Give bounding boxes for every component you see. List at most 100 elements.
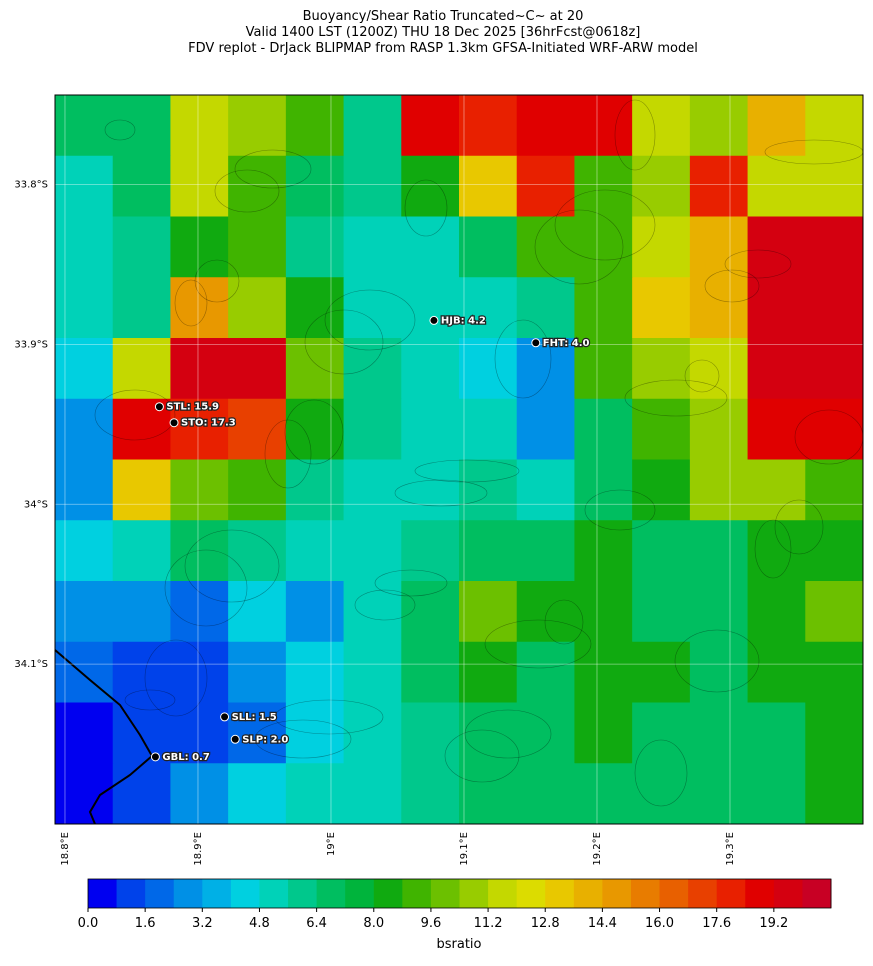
lat-tick-label: 33.8°S: [14, 180, 48, 191]
colorbar-swatch: [516, 879, 546, 908]
grid-cell: [55, 641, 114, 703]
grid-cell: [632, 338, 691, 400]
colorbar-swatch: [688, 879, 718, 908]
grid-cell: [689, 581, 749, 643]
grid-cell: [459, 155, 518, 217]
grid-cell: [228, 155, 287, 217]
grid-cell: [516, 277, 575, 339]
grid-cell: [285, 641, 345, 703]
contour: [414, 459, 520, 483]
colorbar-tick-label: 9.6: [421, 916, 442, 931]
contour: [464, 709, 552, 759]
grid-cell: [112, 216, 171, 278]
grid-cell: [574, 581, 633, 643]
contour: [484, 619, 592, 669]
grid-cell: [401, 581, 460, 643]
grid-cell: [343, 581, 402, 643]
grid-cell: [228, 398, 287, 460]
colorbar-tick-label: 16.0: [645, 916, 674, 931]
grid-cell: [574, 155, 633, 217]
grid-cell: [574, 95, 633, 157]
contour: [144, 639, 208, 717]
grid-cell: [459, 216, 518, 278]
colorbar-swatch: [802, 879, 832, 908]
grid-cell: [516, 520, 575, 582]
grid-cell: [285, 155, 345, 217]
grid-cell: [689, 277, 749, 339]
grid-cell: [285, 277, 345, 339]
grid-cell: [55, 398, 114, 460]
contour: [634, 739, 688, 807]
colorbar-tick-label: 11.2: [474, 916, 503, 931]
grid-cell: [747, 702, 806, 764]
contour: [174, 279, 208, 327]
contour: [724, 249, 792, 279]
grid-cell: [170, 155, 229, 217]
grid-cell: [689, 702, 749, 764]
grid-cell: [170, 95, 229, 157]
grid-cell: [170, 277, 229, 339]
contour: [404, 179, 448, 237]
station-marker: [169, 418, 179, 428]
grid-cell: [747, 520, 806, 582]
grid-cell: [228, 702, 287, 764]
grid-cell: [516, 338, 575, 400]
contour: [544, 599, 584, 645]
colorbar-swatch: [402, 879, 432, 908]
graticule: 18.8°E 18.9°E 19°E 19.1°E 19.2°E 19.3°E 33.8°S…: [14, 95, 863, 866]
lon-tick-label: 18.9°E: [193, 832, 204, 866]
grid-cell: [112, 581, 171, 643]
contour: [774, 499, 824, 555]
grid-cell: [112, 95, 171, 157]
grid-cell: [747, 277, 806, 339]
grid-cell: [632, 95, 691, 157]
colorbar-swatch: [373, 879, 403, 908]
station-label: GBL: 0.7: [162, 752, 209, 763]
title-line: Valid 1400 LST (1200Z) THU 18 Dec 2025 […: [246, 25, 641, 40]
grid-cell: [632, 155, 691, 217]
colorbar-tick-label: 17.6: [702, 916, 731, 931]
grid-cell: [55, 338, 114, 400]
grid-cell: [228, 338, 287, 400]
grid-cell: [459, 277, 518, 339]
grid-cell: [632, 520, 691, 582]
station-marker: [154, 402, 164, 412]
grid-cell: [516, 398, 575, 460]
grid-cell: [343, 459, 402, 521]
grid-cell: [747, 398, 806, 460]
grid-cell: [689, 459, 749, 521]
contour: [444, 729, 520, 783]
grid-cell: [689, 216, 749, 278]
contour: [674, 629, 760, 693]
contour: [184, 529, 280, 603]
grid-cell: [112, 763, 171, 825]
colorbar-swatch: [745, 879, 775, 908]
grid-cell: [632, 702, 691, 764]
grid-cell: [343, 702, 402, 764]
grid-cell: [401, 459, 460, 521]
grid-cell: [574, 398, 633, 460]
grid-cell: [689, 641, 749, 703]
contour: [284, 399, 344, 465]
colorbar-swatch: [716, 879, 746, 908]
grid-cell: [805, 216, 864, 278]
grid-cell: [632, 459, 691, 521]
colorbar-swatch: [602, 879, 632, 908]
lat-tick-label: 33.9°S: [14, 339, 48, 350]
contour: [754, 519, 792, 579]
grid-cell: [285, 702, 345, 764]
contour: [194, 259, 240, 303]
contour: [124, 689, 176, 711]
grid-cell: [747, 216, 806, 278]
grid-cell: [689, 95, 749, 157]
contour: [304, 309, 384, 375]
grid-cell: [516, 641, 575, 703]
grid-cell: [805, 702, 864, 764]
grid-cell: [55, 216, 114, 278]
grid-cell: [285, 338, 345, 400]
contour: [394, 479, 488, 507]
colorbar-tick-label: 3.2: [192, 916, 213, 931]
colorbar-swatch: [116, 879, 146, 908]
grid-cell: [285, 520, 345, 582]
